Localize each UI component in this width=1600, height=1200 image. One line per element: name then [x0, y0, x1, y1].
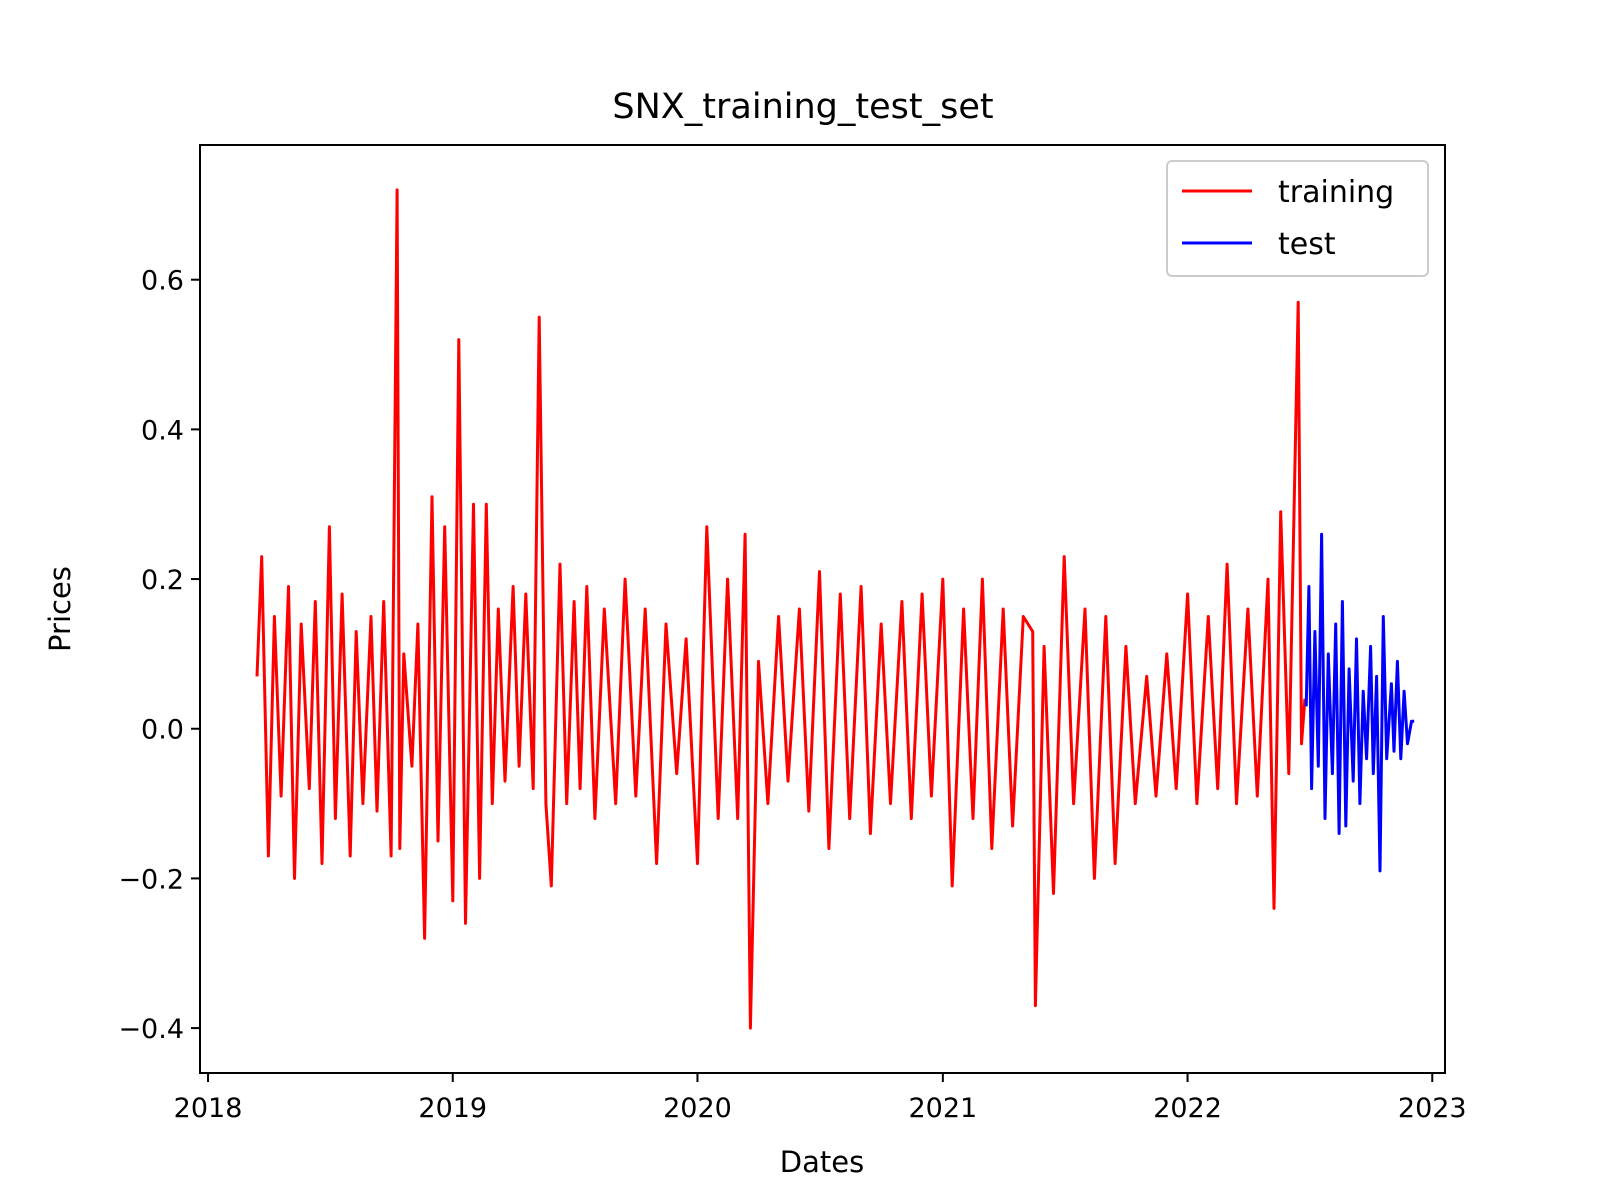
x-tick-label-2021: 2021 [908, 1093, 977, 1124]
x-tick-label-2018: 2018 [174, 1093, 243, 1124]
legend-label-training: training [1278, 175, 1394, 210]
chart-title: SNX_training_test_set [612, 87, 993, 127]
y-tick-label-4: 0.4 [141, 415, 184, 446]
series-layer [255, 188, 1415, 1030]
y-tick-label-1: −0.2 [118, 864, 184, 895]
legend: training test [1166, 160, 1429, 277]
y-tick-label-3: 0.2 [141, 565, 184, 596]
series-line-test [1304, 532, 1415, 873]
ticks-layer: 2018 2019 2020 2021 2022 2023 −0.4 −0.2 0.0 0.2 0.… [118, 266, 1466, 1124]
y-tick-label-0: −0.4 [118, 1014, 184, 1045]
x-axis-label: Dates [780, 1145, 864, 1179]
legend-label-test: test [1278, 227, 1336, 262]
x-tick-label-2022: 2022 [1153, 1093, 1222, 1124]
y-tick-label-5: 0.6 [141, 266, 184, 297]
x-tick-label-2019: 2019 [418, 1093, 487, 1124]
plot-frame [199, 144, 1446, 1074]
x-tick-label-2023: 2023 [1398, 1093, 1467, 1124]
x-tick-label-2020: 2020 [663, 1093, 732, 1124]
y-tick-label-2: 0.0 [141, 715, 184, 746]
y-axis-label: Prices [43, 566, 77, 652]
series-line-training [255, 188, 1307, 1030]
